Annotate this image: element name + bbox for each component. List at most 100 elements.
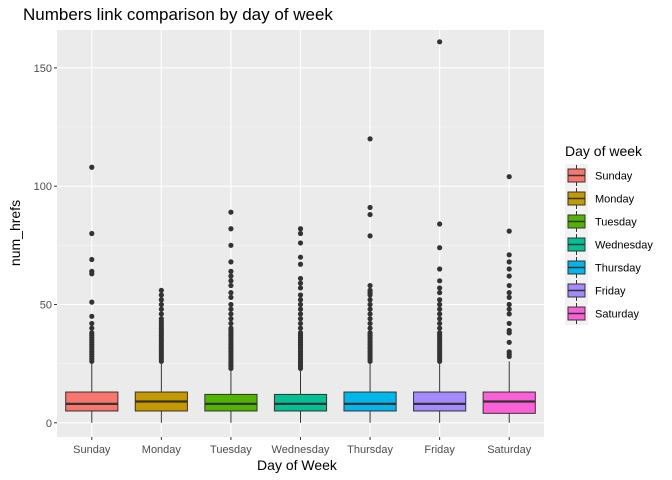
outlier-point — [367, 306, 373, 312]
outlier-point — [297, 240, 304, 246]
x-tick-label: Sunday — [73, 444, 111, 456]
x-tick-label: Saturday — [487, 444, 532, 456]
outlier-point — [297, 230, 304, 237]
legend-item-monday: Monday — [565, 187, 635, 210]
outlier-point — [506, 320, 512, 327]
box-wednesday — [273, 226, 328, 423]
box-thursday — [343, 136, 397, 423]
outlier-point — [367, 325, 373, 331]
box-iqr — [65, 391, 119, 412]
box-series — [65, 39, 536, 423]
plot-title: Numbers link comparison by day of week — [23, 5, 333, 24]
outlier-point — [506, 290, 512, 296]
y-tick-label: 100 — [34, 181, 52, 193]
legend-item-saturday: Saturday — [565, 302, 640, 325]
outlier-point — [506, 266, 512, 272]
outlier-point — [228, 316, 234, 322]
outlier-point — [228, 311, 234, 317]
legend-label: Wednesday — [595, 240, 653, 252]
outlier-point — [437, 311, 443, 317]
box-iqr — [343, 391, 397, 412]
outlier-point — [506, 252, 512, 258]
outlier-point — [506, 282, 512, 289]
outlier-point — [297, 280, 304, 286]
y-tick-label: 0 — [46, 418, 52, 430]
outlier-point — [367, 297, 373, 303]
outlier-point — [367, 292, 373, 298]
outlier-point — [297, 261, 304, 267]
x-axis: Sunday Monday Tuesday Wednesday Thursday Frid… — [73, 437, 532, 456]
outlier-point — [506, 174, 512, 180]
box-saturday — [482, 174, 536, 423]
outlier-point — [89, 313, 95, 319]
outlier-point — [367, 282, 373, 289]
outlier-point — [297, 316, 304, 322]
outlier-point — [89, 299, 95, 305]
y-tick-label: 50 — [40, 299, 52, 311]
x-axis-title: Day of Week — [257, 457, 338, 473]
outlier-point — [367, 211, 373, 218]
box-iqr — [273, 393, 328, 412]
outlier-point — [228, 242, 234, 248]
outlier-point — [89, 271, 95, 277]
outlier-point — [506, 228, 512, 234]
outlier-point — [437, 325, 443, 331]
y-axis-title: num_hrefs — [7, 200, 23, 266]
outlier-point — [228, 290, 234, 296]
legend-label: Saturday — [595, 309, 640, 321]
outlier-point — [506, 306, 512, 312]
outlier-point — [89, 164, 95, 170]
x-tick-label: Monday — [142, 444, 182, 456]
legend-label: Thursday — [595, 263, 641, 275]
outlier-point — [228, 320, 234, 327]
outlier-point — [158, 311, 164, 317]
box-friday — [413, 39, 467, 423]
outlier-point — [297, 325, 304, 331]
box-monday — [134, 287, 188, 423]
outlier-point — [158, 301, 164, 308]
y-tick-label: 150 — [34, 63, 52, 75]
outlier-point — [437, 301, 443, 308]
outlier-point — [297, 226, 304, 232]
outlier-point — [437, 221, 443, 227]
box-iqr — [204, 393, 258, 412]
outlier-point — [437, 39, 443, 45]
outlier-point — [437, 285, 443, 291]
outlier-point — [437, 320, 443, 327]
outlier-point — [228, 259, 234, 265]
outlier-point — [437, 290, 443, 296]
outlier-point — [367, 358, 373, 364]
outlier-point — [89, 320, 95, 327]
legend-title: Day of week — [565, 143, 643, 159]
legend-label: Tuesday — [595, 217, 637, 229]
y-axis: 0 50 100 150 — [34, 63, 57, 430]
outlier-point — [228, 278, 234, 284]
outlier-point — [158, 287, 164, 293]
box-iqr — [413, 391, 467, 412]
outlier-point — [228, 273, 234, 279]
outlier-point — [437, 266, 443, 272]
outlier-point — [367, 233, 373, 239]
outlier-point — [158, 292, 164, 298]
outlier-point — [437, 306, 443, 312]
outlier-point — [158, 297, 164, 303]
outlier-point — [89, 230, 95, 237]
outlier-point — [367, 320, 373, 327]
legend-label: Monday — [595, 194, 635, 206]
box-iqr — [482, 391, 536, 414]
outlier-point — [228, 365, 234, 371]
legend: Day of week Sunday Monday Tuesday Wednesday… — [565, 143, 653, 325]
outlier-point — [437, 358, 443, 364]
box-sunday — [65, 164, 119, 423]
outlier-point — [367, 136, 373, 142]
outlier-point — [506, 259, 512, 265]
x-tick-label: Tuesday — [210, 444, 252, 456]
outlier-point — [367, 204, 373, 211]
outlier-point — [228, 294, 234, 300]
x-tick-label: Wednesday — [272, 444, 330, 456]
outlier-point — [506, 301, 512, 308]
outlier-point — [228, 209, 234, 215]
legend-label: Sunday — [595, 171, 633, 183]
outlier-point — [89, 358, 95, 364]
